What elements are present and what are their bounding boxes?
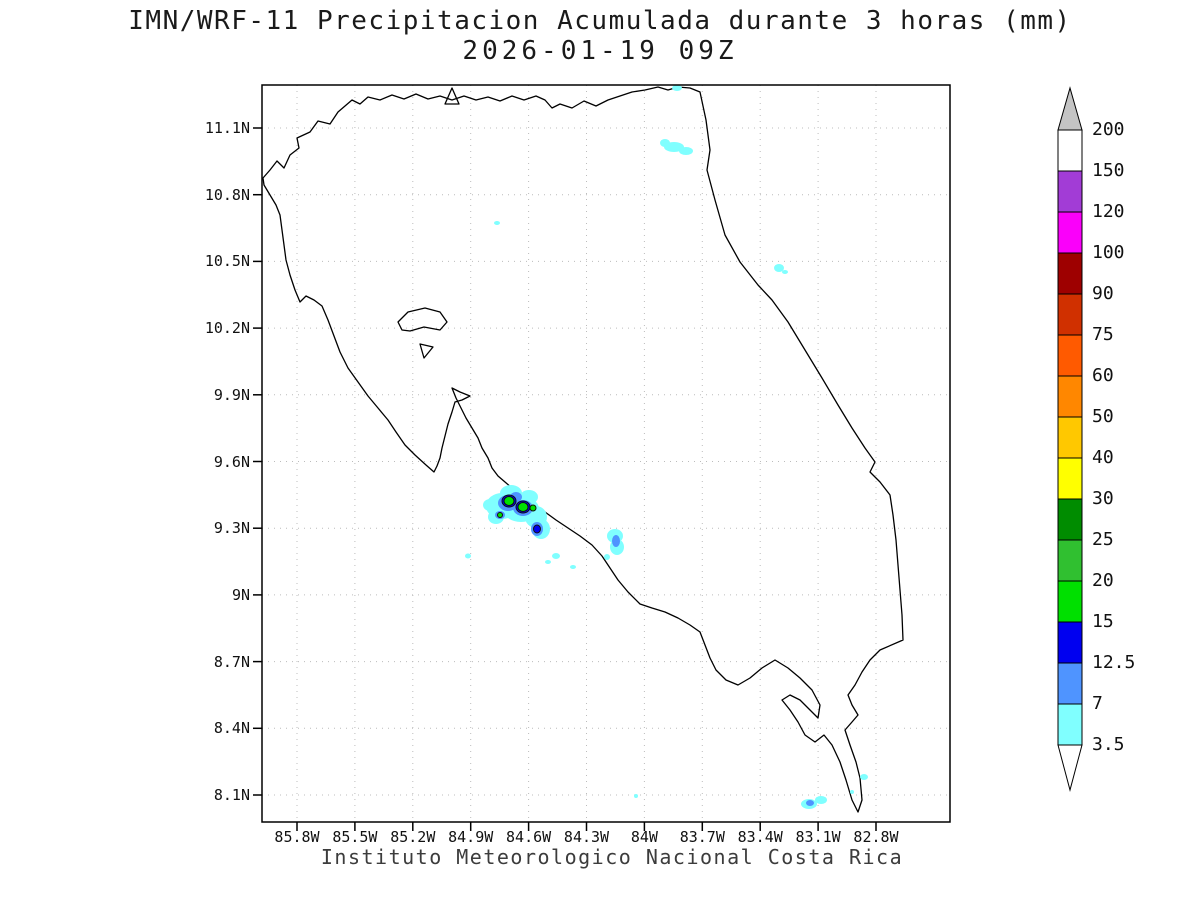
chart-title: IMN/WRF-11 Precipitacion Acumulada duran… — [128, 6, 1072, 36]
precip-cell-level-15 — [497, 512, 503, 518]
chart-subtitle: 2026-01-19 09Z — [462, 36, 738, 66]
colorbar-cell — [1057, 539, 1083, 582]
colorbar-cell — [1057, 416, 1083, 459]
precip-cell-level-3.5 — [660, 139, 670, 147]
colorbar — [1057, 86, 1083, 792]
colorbar-tick-label: 100 — [1092, 242, 1125, 263]
lat-tick-label: 9.9N — [213, 385, 250, 404]
axis-ticks — [253, 127, 877, 831]
precip-cell-level-3.5 — [604, 554, 610, 560]
lat-tick-label: 10.2N — [204, 319, 250, 338]
lon-tick-label: 83.7W — [679, 828, 725, 846]
lake-arenal-south-lobe — [419, 343, 434, 359]
colorbar-cell — [1057, 293, 1083, 336]
colorbar-cell — [1057, 703, 1083, 746]
colorbar-tick-label: 200 — [1092, 119, 1125, 140]
map-frame — [261, 84, 951, 823]
colorbar-cell — [1057, 662, 1083, 705]
colorbar-cell — [1057, 334, 1083, 377]
colorbar-tick-label: 25 — [1092, 529, 1114, 550]
colorbar-tick-label: 7 — [1092, 693, 1103, 714]
footer-text: Instituto Meteorologico Nacional Costa R… — [320, 845, 904, 869]
colorbar-tick-label: 3.5 — [1092, 734, 1125, 755]
colorbar-tick-label: 120 — [1092, 201, 1125, 222]
precip-cell-level-3.5 — [552, 553, 560, 559]
precipitation-shading — [465, 85, 868, 809]
lat-tick-label: 9.3N — [213, 519, 250, 538]
precip-cell-level-3.5 — [494, 221, 500, 225]
colorbar-cell — [1057, 129, 1083, 172]
colorbar-tick-label: 150 — [1092, 160, 1125, 181]
colorbar-tick-label: 90 — [1092, 283, 1114, 304]
colorbar-tick-label: 30 — [1092, 488, 1114, 509]
precip-cell-level-3.5 — [483, 499, 497, 511]
colorbar-tick-label: 60 — [1092, 365, 1114, 386]
colorbar-cell — [1057, 621, 1083, 664]
precip-cell-level-3.5 — [545, 560, 551, 564]
colorbar-under-arrow — [1057, 744, 1083, 792]
precip-cell-level-7 — [806, 800, 814, 806]
lat-tick-label: 10.8N — [204, 185, 250, 204]
lon-tick-label: 85.8W — [274, 828, 320, 846]
coastline-group — [262, 86, 904, 813]
colorbar-cell — [1057, 170, 1083, 213]
lat-tick-label: 8.7N — [213, 652, 250, 671]
precip-cell-level-3.5 — [672, 85, 682, 91]
precip-cell-level-3.5 — [815, 796, 827, 804]
colorbar-tick-label: 20 — [1092, 570, 1114, 591]
precip-cell-level-7 — [612, 535, 620, 547]
lon-tick-label: 85.5W — [332, 828, 378, 846]
colorbar-tick-label: 50 — [1092, 406, 1114, 427]
colorbar-tick-label: 15 — [1092, 611, 1114, 632]
island-outline — [444, 87, 460, 105]
colorbar-cell — [1057, 211, 1083, 254]
lat-tick-label: 8.4N — [213, 719, 250, 738]
precip-cell-level-3.5 — [774, 264, 784, 272]
colorbar-tick-label: 75 — [1092, 324, 1114, 345]
lat-tick-label: 11.1N — [204, 119, 250, 137]
lon-tick-label: 83.1W — [795, 828, 841, 846]
costa-rica-coastline — [262, 86, 904, 813]
lat-tick-label: 9.6N — [213, 452, 250, 471]
precip-cell-level-12.5 — [533, 524, 541, 534]
colorbar-cell — [1057, 252, 1083, 295]
lake-arenal-outline — [397, 307, 448, 332]
lon-tick-label: 82.8W — [853, 828, 899, 846]
lat-tick-label: 9N — [231, 585, 250, 604]
precip-cell-level-3.5 — [679, 147, 693, 155]
colorbar-tick-label: 40 — [1092, 447, 1114, 468]
colorbar-cell — [1057, 580, 1083, 623]
colorbar-cell — [1057, 457, 1083, 500]
precip-cell-level-3.5 — [850, 790, 854, 794]
precip-cell-level-3.5 — [570, 565, 576, 569]
grid-lines — [262, 85, 950, 822]
precip-cell-level-15 — [517, 502, 529, 512]
lon-tick-label: 84W — [630, 828, 658, 846]
precip-cell-level-3.5 — [782, 270, 788, 274]
precip-cell-level-3.5 — [860, 774, 868, 780]
colorbar-over-arrow — [1057, 86, 1083, 131]
precip-cell-level-15 — [503, 496, 515, 506]
lon-tick-label: 84.6W — [506, 828, 552, 846]
lon-tick-label: 85.2W — [390, 828, 436, 846]
colorbar-cell — [1057, 498, 1083, 541]
precip-cell-level-3.5 — [465, 553, 471, 559]
colorbar-tick-label: 12.5 — [1092, 652, 1136, 673]
precip-cell-level-3.5 — [634, 794, 638, 798]
precip-cell-level-15 — [529, 504, 537, 512]
colorbar-cell — [1057, 375, 1083, 418]
lon-tick-label: 84.3W — [563, 828, 610, 846]
lon-tick-label: 83.4W — [737, 828, 783, 846]
lat-tick-label: 10.5N — [204, 252, 250, 271]
lon-tick-label: 84.9W — [448, 828, 494, 846]
lat-tick-label: 8.1N — [213, 786, 250, 804]
